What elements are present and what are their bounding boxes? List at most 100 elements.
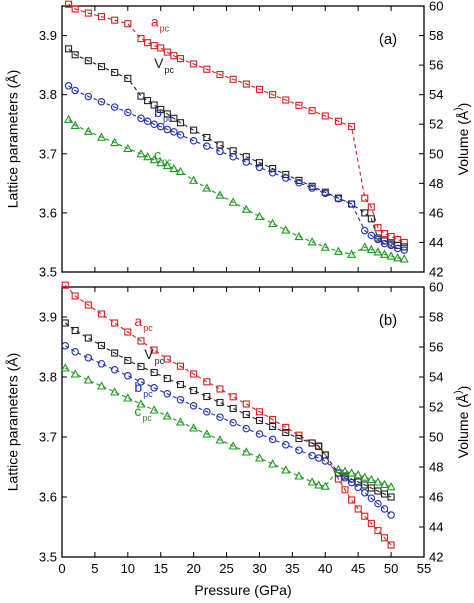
point-b [163, 390, 172, 398]
series-b: bpc [64, 82, 409, 254]
point-b [137, 114, 145, 123]
point-V [361, 209, 369, 217]
series-line-V [68, 48, 405, 248]
point-V [190, 386, 198, 395]
point-V [71, 326, 79, 335]
series-line-V [64, 322, 392, 498]
point-b [361, 489, 369, 497]
point-V [137, 92, 145, 100]
point-b [400, 246, 409, 254]
series-line-a [68, 3, 405, 243]
y-tick-label: 3.7 [39, 146, 57, 161]
point-a [176, 55, 185, 63]
point-a [361, 512, 369, 520]
point-b [314, 454, 323, 462]
point-b [347, 478, 356, 487]
point-V [124, 356, 132, 365]
point-c [241, 447, 251, 456]
point-b [282, 174, 290, 182]
point-c [353, 470, 363, 479]
point-c [123, 393, 133, 402]
point-a [163, 355, 171, 363]
point-b [124, 372, 132, 380]
point-c [162, 160, 172, 170]
point-V [84, 334, 92, 342]
point-c [347, 468, 357, 477]
x-tick-label: 30 [252, 561, 266, 576]
point-c [281, 225, 291, 234]
point-a [341, 486, 349, 494]
y2-tick-label: 56 [429, 58, 443, 73]
series-line-b [68, 85, 405, 251]
series-label-a: apc [151, 14, 170, 34]
point-c [162, 411, 172, 420]
series-a: apc [65, 0, 408, 246]
point-V [61, 319, 69, 327]
point-a [321, 112, 329, 120]
point-V [255, 416, 264, 425]
point-b [156, 122, 165, 131]
point-c [399, 254, 409, 263]
point-b [367, 494, 376, 502]
point-b [282, 441, 290, 449]
point-c [241, 204, 251, 213]
point-b [229, 152, 237, 161]
x-tick-label: 5 [91, 561, 98, 576]
point-V [380, 490, 389, 498]
point-V [229, 404, 237, 413]
y2-axis-title: Volume (Å)) [453, 103, 471, 176]
point-b [393, 244, 402, 253]
point-b [97, 360, 106, 368]
point-b [61, 342, 70, 350]
point-b [150, 384, 158, 392]
point-V [295, 176, 303, 184]
point-V [84, 57, 92, 65]
point-b [216, 413, 224, 421]
point-b [137, 378, 145, 386]
point-a [229, 393, 237, 401]
point-a [387, 541, 395, 549]
point-V [163, 110, 171, 118]
point-b [242, 424, 251, 433]
point-a [61, 281, 69, 289]
point-a [400, 238, 408, 246]
series-c: cpc [64, 114, 409, 263]
point-V [242, 410, 250, 419]
point-a [255, 85, 264, 93]
point-c [149, 405, 159, 414]
point-b [150, 120, 158, 128]
point-a [71, 5, 79, 13]
series-label-V: Vpc [154, 55, 174, 75]
point-b [321, 457, 330, 465]
point-a [137, 34, 145, 43]
point-V [203, 392, 211, 401]
point-c [307, 477, 317, 486]
point-c [386, 251, 396, 260]
y2-tick-label: 54 [429, 87, 443, 102]
point-b [84, 92, 93, 101]
point-b [354, 483, 362, 492]
point-V [282, 428, 290, 437]
point-V [367, 484, 375, 492]
series-label-c: cpc [134, 403, 152, 423]
point-c [215, 435, 225, 444]
plot-frame [61, 286, 425, 558]
series-b: bpc [61, 342, 395, 519]
y-tick-label: 3.9 [39, 310, 57, 325]
point-b [110, 366, 119, 374]
y2-tick-label: 42 [429, 265, 443, 280]
y2-tick-label: 46 [429, 490, 443, 505]
point-V [216, 141, 224, 149]
point-a [308, 107, 316, 115]
point-a [295, 101, 303, 109]
point-b [189, 402, 198, 410]
point-b [308, 184, 316, 192]
point-c [294, 471, 304, 480]
point-c [123, 143, 133, 153]
x-tick-label: 40 [318, 561, 332, 576]
point-c [360, 472, 370, 481]
y-tick-label: 3.7 [39, 430, 57, 445]
point-b [216, 147, 224, 156]
x-axis-title: Pressure (GPa) [194, 582, 291, 598]
point-a [150, 346, 158, 354]
